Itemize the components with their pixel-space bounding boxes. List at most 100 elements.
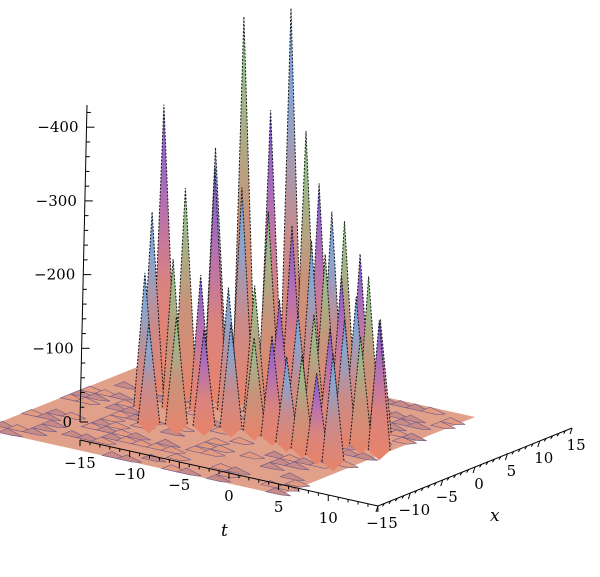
x-tick-label: 10 [534,449,553,467]
floor-facet [429,421,456,430]
peak-edge [256,211,280,398]
x-tick [530,443,534,447]
peak-edge [302,314,326,426]
peak [164,316,188,435]
peak-edge [230,187,254,396]
floor-facet [99,414,126,423]
peak-edge [161,259,185,408]
x-axis-label: x [490,506,500,526]
peak-face [305,373,328,465]
floor-facet [31,423,57,433]
floor-facet [175,467,202,476]
x-tick-label: 15 [567,436,586,454]
floor-facet [40,419,67,428]
floor-facet [199,448,226,457]
x-tick [537,440,541,448]
peak [367,320,391,461]
peak-edge [232,16,256,376]
peak-face [368,320,391,461]
x-tick [550,435,554,440]
peak [137,323,161,434]
peak [192,329,216,436]
peak-edge [300,240,323,404]
t-tick-label: 0 [224,487,234,505]
peak-face [220,323,242,438]
floor-facet [405,421,432,430]
peak-edge [279,8,303,383]
t-tick-label: 10 [319,509,338,527]
peak [219,323,243,438]
floor-facet [205,474,232,483]
floor-facet [160,446,186,454]
x-tick [433,482,437,486]
peak [260,335,284,446]
z-axis: 0 −100 −200 −300 −400 [32,104,95,431]
x-tick-label: −10 [399,501,431,519]
floor-facet [259,461,285,471]
peak-face [322,353,344,472]
peak-edge [133,272,157,407]
x-tick [492,458,495,463]
x-tick [563,430,567,434]
floor-facet [21,427,48,436]
floor-facet [84,392,110,402]
x-tick [407,492,411,500]
t-tick-label: 5 [274,498,284,516]
peak-edge [290,355,314,449]
peak [203,167,227,404]
floor-facet [159,427,186,437]
x-tick [453,474,457,479]
peak-edge [259,110,283,381]
t-tick-label: −5 [168,476,190,494]
peak-edge [305,373,329,455]
z-tick-label: −200 [34,266,75,284]
x-axis: x −15−10 −5 0 5 10 15 [366,427,586,532]
x-tick [543,438,547,442]
x-tick [459,471,463,476]
peak-face [137,323,160,434]
x-tick [472,466,476,474]
peak-face [243,337,266,441]
t-axis-label: t [221,521,228,541]
floor-facet [439,417,466,426]
peak-edge [243,285,267,412]
peak-face [261,335,283,446]
x-tick [524,445,528,450]
peak-edge [294,131,318,387]
z-tick-label: −300 [36,192,77,210]
x-tick [511,451,515,455]
x-tick [556,432,560,437]
floor-facet [74,396,101,405]
z-axis-line [79,104,88,423]
peak-edge [137,323,161,424]
peak-face [204,167,226,404]
floor-facet [35,412,62,421]
floor-facet [228,437,255,445]
floor-facet [90,436,117,445]
z-tick-label: −100 [32,339,73,357]
floor-facet [419,406,446,415]
peak [349,336,373,455]
z-tick-label: −400 [37,118,78,136]
t-tick-label: −10 [114,465,146,483]
peak [242,337,266,441]
floor-facet [104,421,131,430]
floor-facet [116,454,142,463]
x-tick [504,453,508,461]
peak-edge [189,275,213,409]
peak-edge [349,336,373,445]
peak [275,356,299,453]
x-tick [569,427,573,435]
peak-edge [164,316,188,425]
t-tick-label: −15 [64,454,96,472]
peak-face [349,336,372,455]
x-tick-label: −15 [366,514,398,532]
x-tick [427,484,431,489]
peak-edge [242,337,266,431]
floor-facet [204,437,230,446]
floor-facet [108,392,135,401]
peak [321,353,345,472]
floor-facet [125,432,151,441]
floor-facet [284,479,311,488]
floor-facet [165,453,192,462]
